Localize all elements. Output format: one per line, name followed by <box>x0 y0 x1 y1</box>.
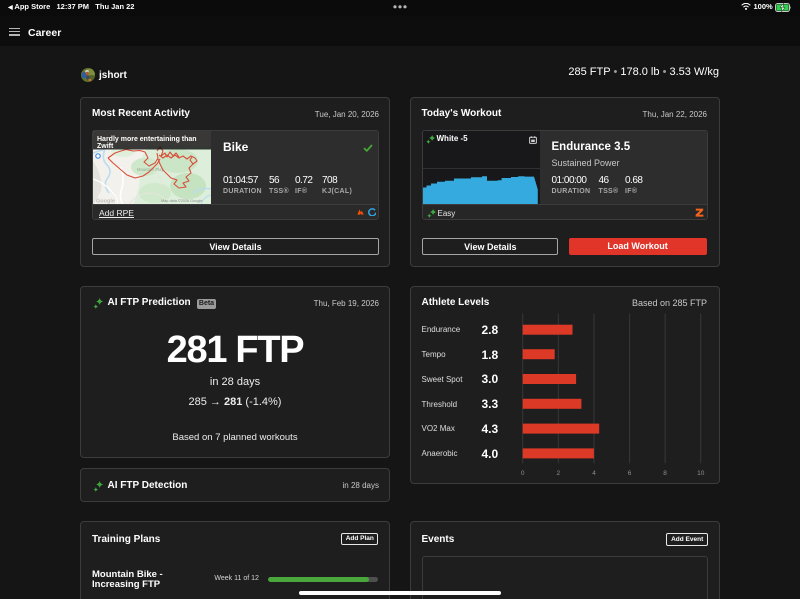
svg-text:0: 0 <box>520 470 524 477</box>
svg-text:2: 2 <box>556 470 560 477</box>
svg-text:Zwift: Zwift <box>97 143 114 150</box>
svg-text:Mountain Play: Mountain Play <box>137 167 164 172</box>
svg-text:Google: Google <box>96 199 115 205</box>
svg-text:10: 10 <box>697 470 705 477</box>
svg-text:4: 4 <box>592 470 596 477</box>
svg-text:Map data ©2026 Google: Map data ©2026 Google <box>161 199 202 203</box>
svg-text:8: 8 <box>663 470 667 477</box>
svg-text:6: 6 <box>627 470 631 477</box>
svg-text:Hardly more entertaining than: Hardly more entertaining than <box>97 136 197 143</box>
